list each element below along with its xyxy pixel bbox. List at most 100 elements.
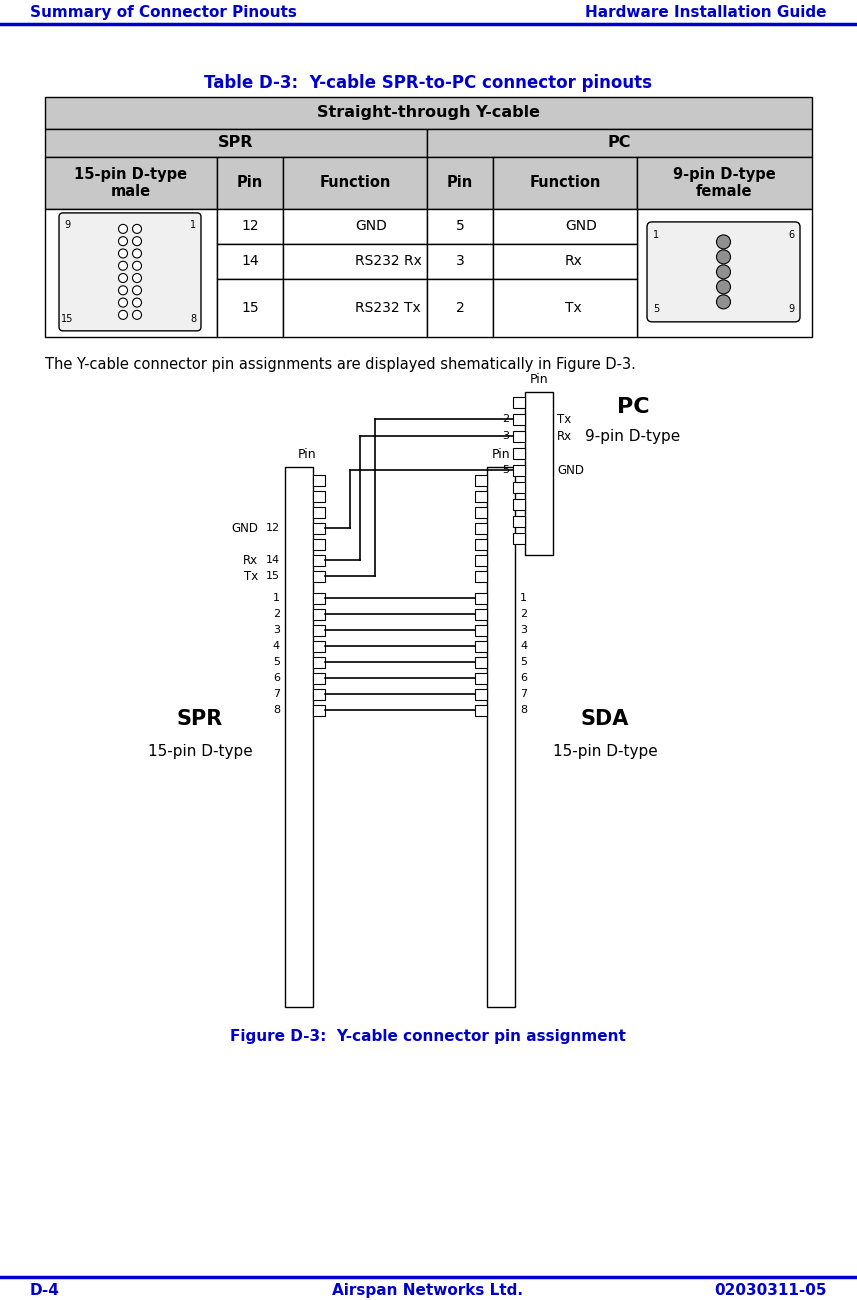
Bar: [513, 447, 525, 459]
Bar: [427, 280, 493, 337]
Bar: [475, 523, 487, 534]
Text: 9: 9: [788, 304, 794, 313]
Text: Hardware Installation Guide: Hardware Installation Guide: [585, 5, 827, 21]
Bar: [475, 555, 487, 566]
Text: Pin: Pin: [530, 373, 548, 386]
Text: 1: 1: [520, 593, 527, 603]
Circle shape: [133, 273, 141, 282]
Text: GND: GND: [355, 220, 387, 234]
Circle shape: [716, 295, 730, 309]
Bar: [525, 391, 553, 555]
Text: 8: 8: [273, 705, 280, 715]
Bar: [217, 157, 283, 209]
Text: PC: PC: [617, 396, 650, 417]
Text: Tx: Tx: [243, 569, 258, 582]
Text: 15-pin D-type
male: 15-pin D-type male: [75, 166, 188, 199]
Bar: [313, 656, 325, 668]
Text: 7: 7: [273, 689, 280, 699]
Bar: [313, 672, 325, 684]
Bar: [493, 244, 637, 280]
Text: 8: 8: [520, 705, 527, 715]
Text: 9-pin D-type
female: 9-pin D-type female: [673, 166, 776, 199]
Circle shape: [118, 298, 128, 307]
Bar: [217, 244, 283, 280]
Bar: [313, 474, 325, 486]
Text: Rx: Rx: [557, 430, 572, 443]
Circle shape: [118, 250, 128, 257]
Bar: [313, 593, 325, 603]
Bar: [427, 129, 812, 157]
Circle shape: [118, 286, 128, 295]
Bar: [475, 656, 487, 668]
Circle shape: [133, 298, 141, 307]
Circle shape: [118, 311, 128, 320]
Bar: [513, 533, 525, 543]
FancyBboxPatch shape: [647, 222, 800, 322]
Bar: [313, 689, 325, 699]
Text: GND: GND: [231, 521, 258, 534]
Circle shape: [118, 273, 128, 282]
Circle shape: [133, 225, 141, 234]
Text: 2: 2: [502, 415, 509, 424]
Text: 8: 8: [190, 313, 196, 324]
Bar: [283, 157, 427, 209]
Circle shape: [133, 311, 141, 320]
Bar: [513, 430, 525, 442]
Text: 1: 1: [653, 230, 659, 240]
Text: Pin: Pin: [297, 448, 316, 461]
Text: Tx: Tx: [565, 300, 582, 315]
Bar: [313, 641, 325, 651]
Bar: [313, 571, 325, 581]
Bar: [513, 499, 525, 510]
Bar: [313, 555, 325, 566]
Text: 15-pin D-type: 15-pin D-type: [553, 744, 657, 759]
Text: 4: 4: [273, 641, 280, 651]
Text: 3: 3: [502, 432, 509, 441]
Text: 5: 5: [653, 304, 659, 313]
Text: D-4: D-4: [30, 1283, 60, 1297]
Text: 3: 3: [273, 625, 280, 636]
Text: 5: 5: [456, 220, 464, 234]
Text: RS232 Rx: RS232 Rx: [355, 255, 422, 268]
Bar: [637, 209, 812, 337]
FancyBboxPatch shape: [59, 213, 201, 332]
Text: SDA: SDA: [581, 708, 629, 729]
Text: GND: GND: [565, 220, 596, 234]
Circle shape: [118, 261, 128, 270]
Text: The Y-cable connector pin assignments are displayed shematically in Figure D-3.: The Y-cable connector pin assignments ar…: [45, 358, 636, 372]
Bar: [493, 209, 637, 244]
Bar: [45, 157, 217, 209]
Bar: [427, 209, 493, 244]
Text: 3: 3: [456, 255, 464, 268]
Text: Pin: Pin: [446, 176, 473, 190]
Circle shape: [133, 261, 141, 270]
Bar: [513, 413, 525, 425]
Circle shape: [716, 235, 730, 248]
Bar: [313, 608, 325, 620]
Text: 5: 5: [520, 658, 527, 667]
Text: Table D-3:  Y-cable SPR-to-PC connector pinouts: Table D-3: Y-cable SPR-to-PC connector p…: [204, 74, 652, 92]
Text: 9: 9: [64, 220, 70, 230]
Bar: [475, 705, 487, 716]
Text: Figure D-3:  Y-cable connector pin assignment: Figure D-3: Y-cable connector pin assign…: [230, 1030, 626, 1044]
Text: 02030311-05: 02030311-05: [715, 1283, 827, 1297]
Text: 15: 15: [266, 571, 280, 581]
Circle shape: [133, 250, 141, 257]
Bar: [475, 491, 487, 502]
Text: 15-pin D-type: 15-pin D-type: [147, 744, 252, 759]
Circle shape: [716, 265, 730, 280]
Text: 2: 2: [273, 610, 280, 619]
Text: 5: 5: [273, 658, 280, 667]
Bar: [313, 538, 325, 550]
Bar: [313, 625, 325, 636]
Text: 2: 2: [520, 610, 527, 619]
Bar: [475, 571, 487, 581]
Bar: [475, 625, 487, 636]
Text: Airspan Networks Ltd.: Airspan Networks Ltd.: [333, 1283, 524, 1297]
Bar: [283, 244, 427, 280]
Bar: [475, 593, 487, 603]
Text: 1: 1: [190, 220, 196, 230]
Bar: [217, 209, 283, 244]
Text: Function: Function: [530, 176, 601, 190]
Bar: [285, 467, 313, 1006]
